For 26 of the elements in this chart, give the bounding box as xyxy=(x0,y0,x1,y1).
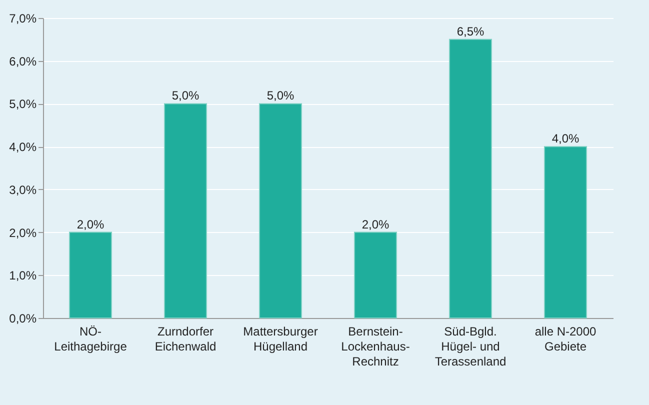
y-tick-label: 5,0% xyxy=(9,97,37,112)
x-tick-label: NÖ- Leithagebirge xyxy=(54,324,128,354)
bar xyxy=(164,103,207,318)
x-tick-label: Zurndorfer Eichenwald xyxy=(154,324,216,354)
bar xyxy=(449,38,492,318)
data-label: 5,0% xyxy=(266,88,294,103)
data-label: 4,0% xyxy=(552,132,580,146)
y-tick-label: 3,0% xyxy=(9,182,37,197)
x-tick-label: Bernstein- Lockenhaus- Rechnitz xyxy=(341,324,410,368)
y-tick-label: 1,0% xyxy=(9,268,37,283)
y-tick-label: 4,0% xyxy=(9,140,37,154)
data-label: 2,0% xyxy=(76,217,104,232)
data-label: 5,0% xyxy=(172,88,200,103)
x-tick-label: alle N-2000 Gebiete xyxy=(534,324,597,354)
data-label: 6,5% xyxy=(456,24,484,38)
bar xyxy=(354,232,397,318)
data-label: 2,0% xyxy=(362,217,390,232)
x-tick-label: Mattersburger Hügelland xyxy=(243,324,318,354)
y-tick-label: 7,0% xyxy=(9,12,37,26)
y-tick-label: 6,0% xyxy=(9,54,37,68)
bar xyxy=(69,232,112,318)
x-tick-label: Süd-Bgld. Hügel- und Terassenland xyxy=(434,324,506,368)
bar xyxy=(544,146,587,318)
y-tick-label: 0,0% xyxy=(9,312,37,326)
y-tick-label: 2,0% xyxy=(9,226,37,240)
bar xyxy=(259,103,302,318)
